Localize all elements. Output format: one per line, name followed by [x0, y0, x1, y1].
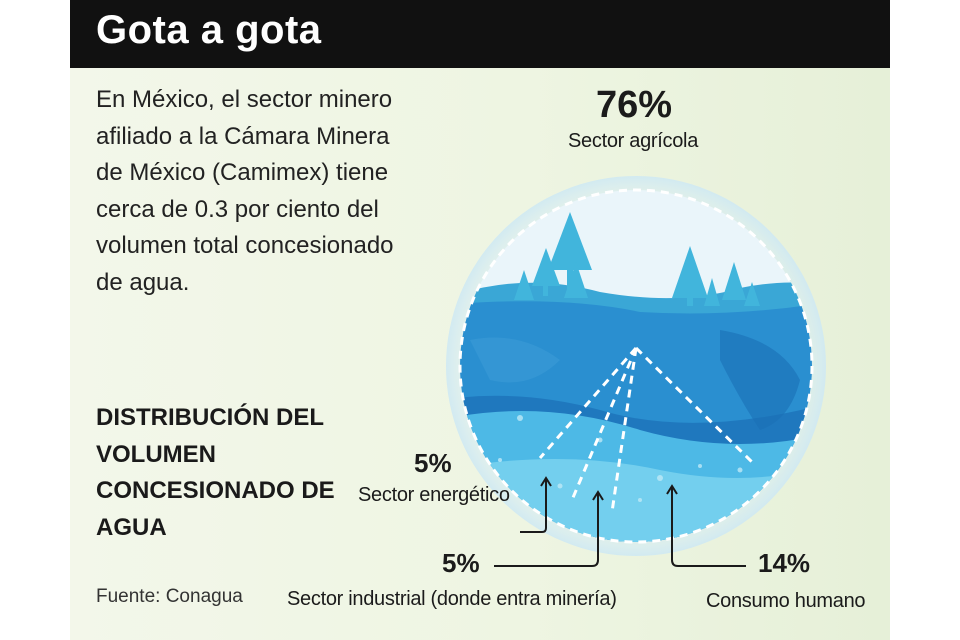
slice-value-label: 76% — [596, 84, 673, 126]
slice-category-label: Consumo humano — [706, 590, 866, 612]
source-note: Fuente: Conagua — [96, 586, 243, 607]
slice-value-label: 5% — [442, 548, 480, 578]
droplet-dashed-outline — [458, 188, 814, 544]
slice-category-label: Sector energético — [358, 484, 510, 506]
slice-category-label: Sector industrial (donde entra minería) — [287, 588, 617, 610]
tree-icons — [514, 212, 760, 306]
leader-line — [494, 492, 599, 567]
chart-subheading: DISTRIBUCIÓN DEL VOLUMEN CONCESIONADO DE… — [96, 404, 335, 541]
title-bar — [70, 0, 890, 68]
intro-text: En México, el sector minero afiliado a l… — [96, 86, 394, 296]
slice-value-label: 5% — [414, 448, 452, 478]
leader-line — [520, 478, 547, 533]
slice-value-label: 14% — [758, 548, 811, 578]
pie-divider-lines — [538, 346, 754, 513]
leader-arrowhead — [540, 476, 552, 487]
leader-arrowhead — [666, 484, 678, 495]
pie-divider-line — [538, 347, 638, 459]
page-title: Gota a gota — [96, 8, 322, 52]
leader-lines — [494, 476, 746, 567]
bubbles — [498, 415, 743, 502]
leader-line — [671, 486, 746, 567]
slice-category-label: Sector agrícola — [568, 130, 699, 152]
leader-arrowhead — [592, 490, 604, 501]
